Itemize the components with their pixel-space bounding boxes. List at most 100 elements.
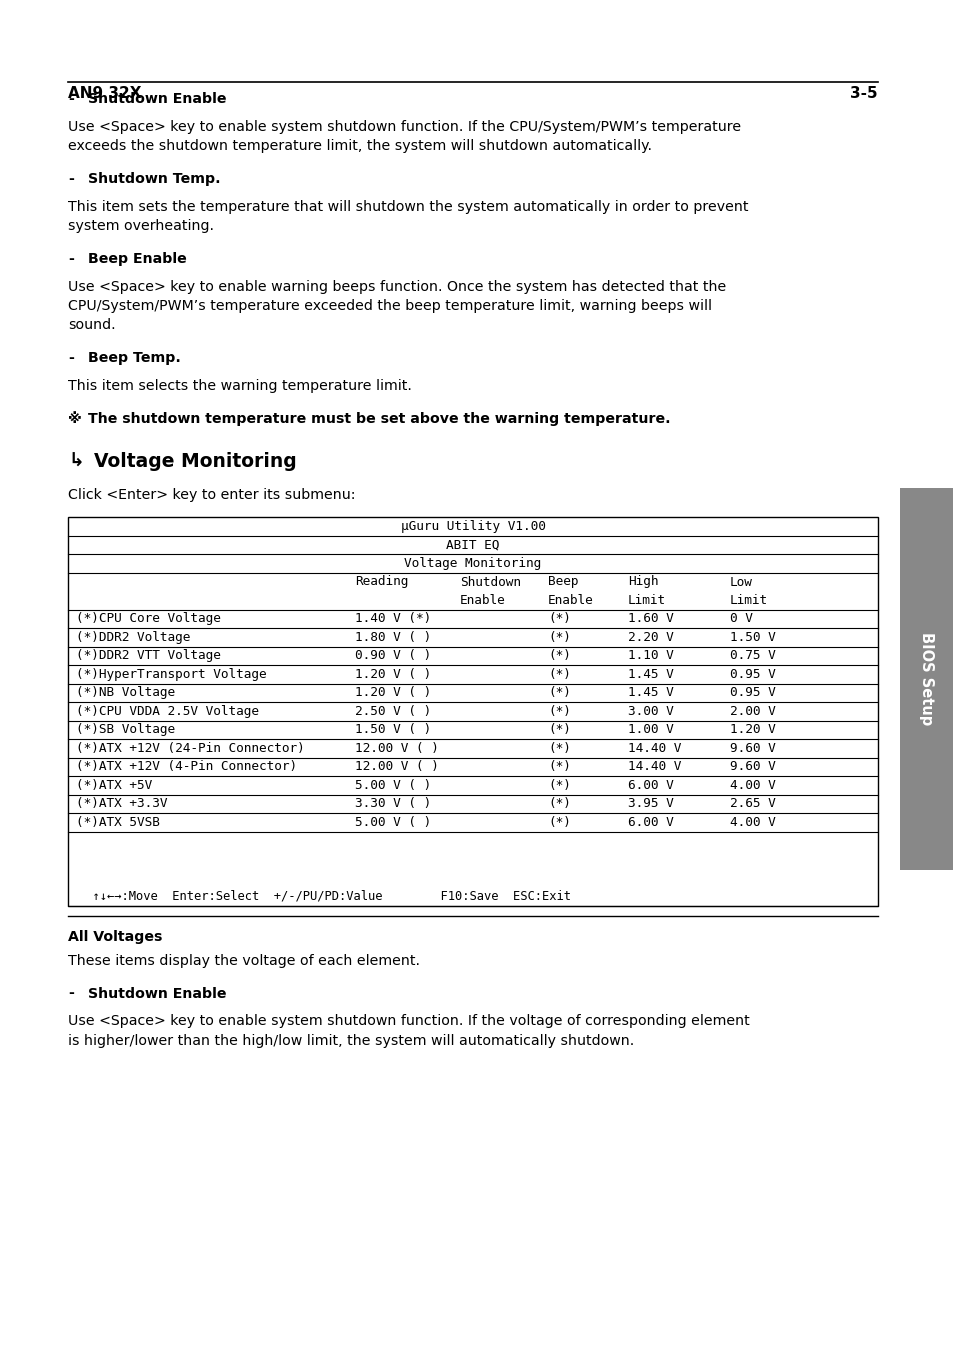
Text: 0 V: 0 V: [729, 612, 752, 625]
Text: -: -: [68, 92, 73, 105]
Text: 1.50 V: 1.50 V: [729, 631, 775, 644]
Text: Voltage Monitoring: Voltage Monitoring: [404, 557, 541, 569]
Text: ABIT EQ: ABIT EQ: [446, 538, 499, 552]
Text: Use <Space> key to enable warning beeps function. Once the system has detected t: Use <Space> key to enable warning beeps …: [68, 280, 725, 293]
Text: Beep: Beep: [547, 576, 578, 588]
Text: 1.20 V ( ): 1.20 V ( ): [355, 687, 431, 699]
Bar: [899, 488, 953, 869]
Text: 1.20 V ( ): 1.20 V ( ): [355, 668, 431, 681]
Text: 5.00 V ( ): 5.00 V ( ): [355, 779, 431, 792]
Text: -: -: [68, 352, 73, 365]
Text: sound.: sound.: [68, 318, 115, 333]
Text: (*)ATX 5VSB: (*)ATX 5VSB: [76, 815, 160, 829]
Text: (*): (*): [547, 631, 570, 644]
Text: Shutdown: Shutdown: [459, 576, 520, 588]
Text: 0.95 V: 0.95 V: [729, 687, 775, 699]
Text: (*)DDR2 Voltage: (*)DDR2 Voltage: [76, 631, 191, 644]
Text: Use <Space> key to enable system shutdown function. If the CPU/System/PWM’s temp: Use <Space> key to enable system shutdow…: [68, 120, 740, 134]
Text: (*): (*): [547, 612, 570, 625]
Text: (*): (*): [547, 668, 570, 681]
Text: Shutdown Temp.: Shutdown Temp.: [88, 172, 220, 187]
Text: (*): (*): [547, 779, 570, 792]
Text: 2.20 V: 2.20 V: [627, 631, 673, 644]
Text: 3.95 V: 3.95 V: [627, 798, 673, 810]
Text: (*)CPU VDDA 2.5V Voltage: (*)CPU VDDA 2.5V Voltage: [76, 704, 258, 718]
Text: 14.40 V: 14.40 V: [627, 760, 680, 773]
Text: (*)CPU Core Voltage: (*)CPU Core Voltage: [76, 612, 221, 625]
Text: Limit: Limit: [627, 594, 665, 607]
Text: -: -: [68, 987, 73, 1000]
Text: ↳: ↳: [68, 452, 84, 470]
Text: Limit: Limit: [729, 594, 767, 607]
Text: High: High: [627, 576, 658, 588]
Text: (*)HyperTransport Voltage: (*)HyperTransport Voltage: [76, 668, 266, 681]
Text: (*)ATX +12V (4-Pin Connector): (*)ATX +12V (4-Pin Connector): [76, 760, 296, 773]
Text: Low: Low: [729, 576, 752, 588]
Text: (*)SB Voltage: (*)SB Voltage: [76, 723, 175, 737]
Text: 1.00 V: 1.00 V: [627, 723, 673, 737]
Text: 3.30 V ( ): 3.30 V ( ): [355, 798, 431, 810]
Text: These items display the voltage of each element.: These items display the voltage of each …: [68, 953, 419, 968]
Text: 9.60 V: 9.60 V: [729, 742, 775, 754]
Text: Shutdown Enable: Shutdown Enable: [88, 92, 226, 105]
Text: The shutdown temperature must be set above the warning temperature.: The shutdown temperature must be set abo…: [88, 412, 670, 426]
Text: (*): (*): [547, 704, 570, 718]
Text: 4.00 V: 4.00 V: [729, 779, 775, 792]
Text: 1.80 V ( ): 1.80 V ( ): [355, 631, 431, 644]
Text: 1.20 V: 1.20 V: [729, 723, 775, 737]
Text: (*)NB Voltage: (*)NB Voltage: [76, 687, 175, 699]
Text: is higher/lower than the high/low limit, the system will automatically shutdown.: is higher/lower than the high/low limit,…: [68, 1033, 634, 1048]
Text: CPU/System/PWM’s temperature exceeded the beep temperature limit, warning beeps : CPU/System/PWM’s temperature exceeded th…: [68, 299, 711, 314]
Text: (*): (*): [547, 649, 570, 662]
Text: 2.65 V: 2.65 V: [729, 798, 775, 810]
Text: ※: ※: [68, 412, 82, 426]
Text: Use <Space> key to enable system shutdown function. If the voltage of correspond: Use <Space> key to enable system shutdow…: [68, 1014, 749, 1029]
Bar: [68, 516, 877, 906]
Text: Enable: Enable: [459, 594, 505, 607]
Text: 12.00 V ( ): 12.00 V ( ): [355, 742, 438, 754]
Text: All Voltages: All Voltages: [68, 930, 162, 944]
Text: Click <Enter> key to enter its submenu:: Click <Enter> key to enter its submenu:: [68, 488, 355, 502]
Text: 3-5: 3-5: [849, 87, 877, 101]
Text: 6.00 V: 6.00 V: [627, 779, 673, 792]
Text: 0.75 V: 0.75 V: [729, 649, 775, 662]
Text: 2.50 V ( ): 2.50 V ( ): [355, 704, 431, 718]
Text: (*): (*): [547, 742, 570, 754]
Text: -: -: [68, 172, 73, 187]
Text: BIOS Setup: BIOS Setup: [919, 633, 934, 726]
Text: (*)ATX +5V: (*)ATX +5V: [76, 779, 152, 792]
Text: This item selects the warning temperature limit.: This item selects the warning temperatur…: [68, 379, 412, 393]
Text: (*): (*): [547, 760, 570, 773]
Text: 9.60 V: 9.60 V: [729, 760, 775, 773]
Text: 5.00 V ( ): 5.00 V ( ): [355, 815, 431, 829]
Text: (*): (*): [547, 798, 570, 810]
Text: ↑↓←→:Move  Enter:Select  +/-/PU/PD:Value        F10:Save  ESC:Exit: ↑↓←→:Move Enter:Select +/-/PU/PD:Value F…: [78, 890, 571, 903]
Text: 3.00 V: 3.00 V: [627, 704, 673, 718]
Text: 0.90 V ( ): 0.90 V ( ): [355, 649, 431, 662]
Text: 1.10 V: 1.10 V: [627, 649, 673, 662]
Text: 12.00 V ( ): 12.00 V ( ): [355, 760, 438, 773]
Text: (*)ATX +3.3V: (*)ATX +3.3V: [76, 798, 168, 810]
Text: 1.60 V: 1.60 V: [627, 612, 673, 625]
Text: (*): (*): [547, 815, 570, 829]
Text: 0.95 V: 0.95 V: [729, 668, 775, 681]
Text: Beep Temp.: Beep Temp.: [88, 352, 181, 365]
Text: Reading: Reading: [355, 576, 408, 588]
Text: 1.40 V (*): 1.40 V (*): [355, 612, 431, 625]
Text: (*): (*): [547, 723, 570, 737]
Text: AN9 32X: AN9 32X: [68, 87, 141, 101]
Text: system overheating.: system overheating.: [68, 219, 213, 233]
Text: 1.45 V: 1.45 V: [627, 687, 673, 699]
Text: Shutdown Enable: Shutdown Enable: [88, 987, 226, 1000]
Text: 4.00 V: 4.00 V: [729, 815, 775, 829]
Text: Enable: Enable: [547, 594, 593, 607]
Text: (*): (*): [547, 687, 570, 699]
Text: This item sets the temperature that will shutdown the system automatically in or: This item sets the temperature that will…: [68, 200, 748, 214]
Text: exceeds the shutdown temperature limit, the system will shutdown automatically.: exceeds the shutdown temperature limit, …: [68, 139, 651, 153]
Text: 14.40 V: 14.40 V: [627, 742, 680, 754]
Text: (*)ATX +12V (24-Pin Connector): (*)ATX +12V (24-Pin Connector): [76, 742, 304, 754]
Text: 2.00 V: 2.00 V: [729, 704, 775, 718]
Text: 6.00 V: 6.00 V: [627, 815, 673, 829]
Text: 1.50 V ( ): 1.50 V ( ): [355, 723, 431, 737]
Text: Voltage Monitoring: Voltage Monitoring: [94, 452, 296, 470]
